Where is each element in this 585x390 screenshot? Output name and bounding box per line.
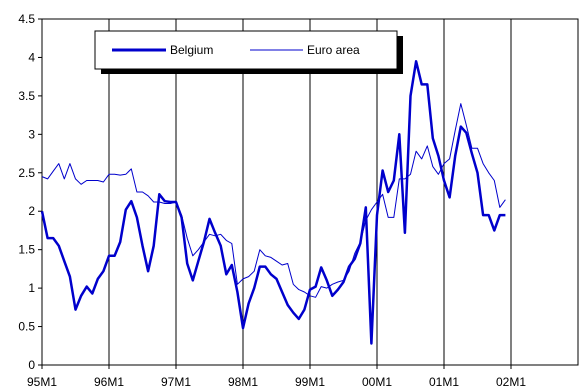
axes: 0 0.5 1 1.5 2 2.5 3 3.5 4 4.5 95M1 96M1 97M1 98M1 99M1… [18,12,579,389]
y-tick-label: 0.5 [18,320,35,334]
y-tick-label: 1.5 [18,243,35,257]
gridlines [108,19,579,365]
x-tick-label: 96M1 [94,375,124,389]
x-tick-label: 02M1 [496,375,526,389]
y-tick-label: 0 [28,358,35,372]
x-tick-label: 00M1 [362,375,392,389]
y-tick-label: 3 [28,127,35,141]
x-tick-label: 99M1 [295,375,325,389]
legend-label-euro-area: Euro area [307,43,360,57]
y-tick-label: 2.5 [18,166,35,180]
y-tick-label: 1 [28,281,35,295]
y-tick-label: 3.5 [18,89,35,103]
y-tick-label: 4.5 [18,12,35,26]
x-tick-label: 98M1 [228,375,258,389]
x-tick-label: 97M1 [161,375,191,389]
x-tick-label: 01M1 [429,375,459,389]
series-line-belgium [40,60,506,345]
series-lines [40,60,506,345]
y-tick-label: 2 [28,204,35,218]
y-tick-label: 4 [28,50,35,64]
x-tick-label: 95M1 [27,375,57,389]
legend-label-belgium: Belgium [170,43,213,57]
legend: Belgium Euro area [94,30,403,74]
series-line-euro-area [41,103,506,298]
